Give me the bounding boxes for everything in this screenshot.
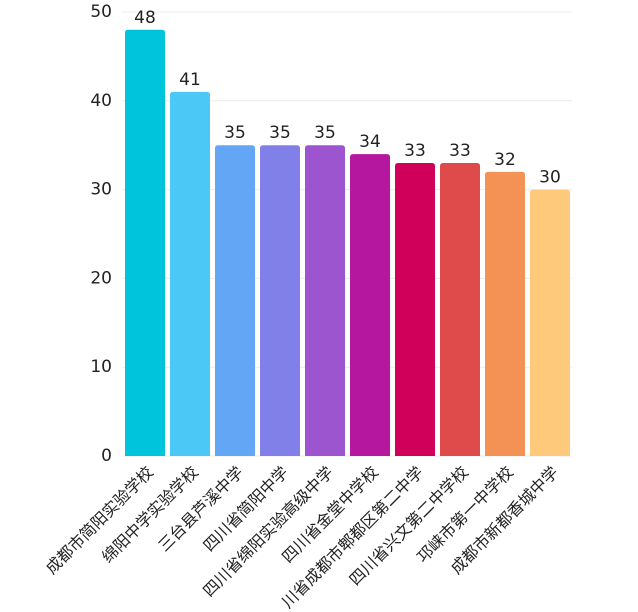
data-label: 48: [134, 8, 156, 28]
bar: [350, 154, 390, 456]
data-label: 35: [269, 123, 291, 143]
y-tick-label: 30: [90, 180, 112, 200]
y-tick-label: 10: [90, 357, 112, 377]
bar: [440, 162, 480, 456]
data-label: 35: [224, 123, 246, 143]
bar: [215, 145, 255, 456]
y-tick-label: 0: [101, 446, 112, 466]
data-label: 33: [404, 141, 426, 161]
bar: [260, 145, 300, 456]
data-label: 35: [314, 123, 336, 143]
bar: [305, 145, 345, 456]
data-label: 41: [179, 70, 201, 90]
y-tick-label: 40: [90, 91, 112, 111]
y-tick-label: 20: [90, 268, 112, 288]
bar: [530, 189, 570, 456]
bar: [485, 171, 525, 456]
bar: [125, 29, 165, 456]
data-label: 33: [449, 141, 471, 161]
data-label: 34: [359, 132, 381, 152]
data-label: 32: [494, 150, 516, 170]
data-label: 30: [539, 168, 561, 188]
y-tick-label: 50: [90, 2, 112, 22]
bar: [170, 91, 210, 457]
bar: [395, 162, 435, 456]
